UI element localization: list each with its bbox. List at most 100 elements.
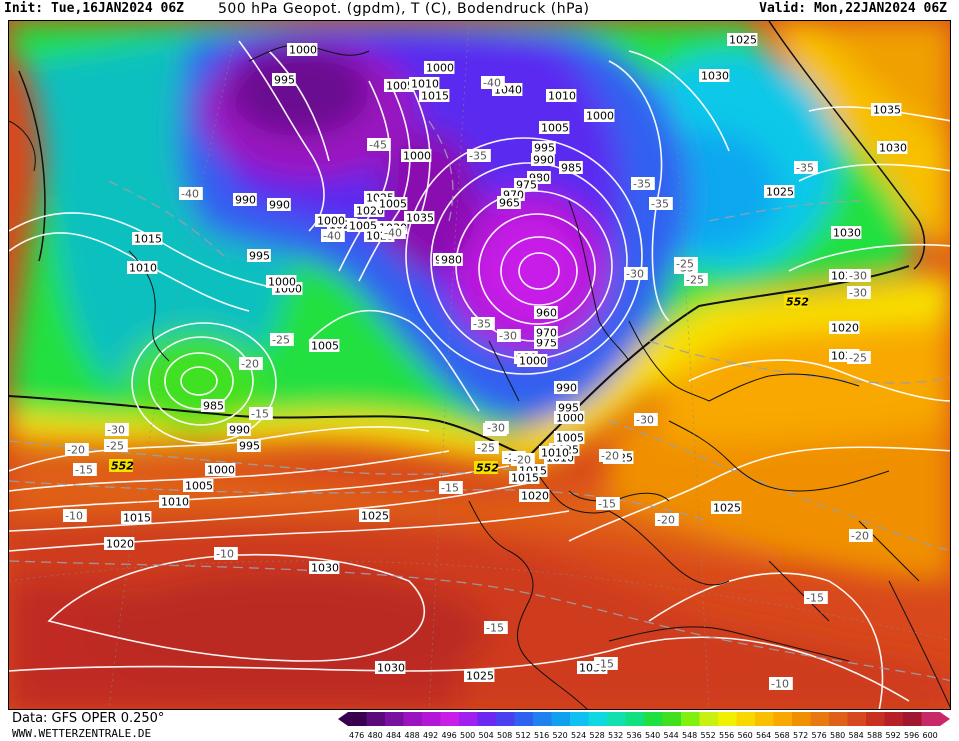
isobar-label: 1000 (207, 464, 235, 477)
isobar-label-bg (439, 253, 463, 266)
legend-swatch (625, 712, 644, 726)
isobar-label: 980 (441, 254, 462, 267)
isotherm-label: -40 (384, 227, 402, 240)
height-label: 552 (476, 462, 499, 475)
isotherm-label-bg (481, 76, 505, 89)
isobar-label-bg (104, 537, 135, 550)
isobar-label-bg (497, 196, 521, 209)
isotherm-label-bg (471, 317, 495, 330)
isotherm-label: -15 (441, 482, 459, 495)
isotherm-label: -25 (676, 258, 694, 271)
isotherm-label: -15 (598, 498, 616, 511)
isotherm-label: -20 (513, 454, 531, 467)
isobar-label: 1010 (161, 496, 189, 509)
isobar-label: 990 (269, 199, 290, 212)
isotherm-label: -10 (771, 678, 789, 691)
isobar-label: 1000 (519, 355, 547, 368)
isotherm-label-bg (849, 529, 873, 542)
isobar-label-bg (272, 73, 296, 86)
isobar-label-bg (404, 211, 435, 224)
isobar-label: 960 (536, 307, 557, 320)
isotherm-label-bg (804, 591, 828, 604)
height-label-bg (474, 461, 498, 474)
isobar-label-bg (554, 381, 578, 394)
isotherm-label-bg (239, 357, 263, 370)
isobar-label: 1010 (129, 262, 157, 275)
legend-swatch (792, 712, 811, 726)
legend-label: 500 (460, 731, 475, 740)
legend-label: 524 (571, 731, 586, 740)
legend-label: 580 (830, 731, 845, 740)
isobar-label: 1025 (766, 186, 794, 199)
map-title: 500 hPa Geopot. (gpdm), T (C), Bodendruc… (218, 1, 590, 17)
legend-swatch (422, 712, 441, 726)
legend-label: 492 (423, 731, 438, 740)
isotherm-label: -30 (849, 287, 867, 300)
legend-swatch (662, 712, 681, 726)
isobar-label: 990 (533, 154, 554, 167)
isobar-label-bg (287, 43, 318, 56)
isotherm-label: -35 (633, 178, 651, 191)
isobar-label: 1010 (411, 78, 439, 91)
legend-label: 484 (386, 731, 401, 740)
isotherm-labels: -40-40-40-45-40-35-35-35-30-35-30-25-30-… (63, 76, 873, 691)
isotherm-label: -20 (657, 514, 675, 527)
isotherm-label: -20 (601, 450, 619, 463)
legend-swatch (866, 712, 885, 726)
legend-swatch (514, 712, 533, 726)
isobar-label-bg (711, 501, 742, 514)
legend-swatch (810, 712, 829, 726)
isotherm-label-bg (484, 621, 508, 634)
isobar-label: 1000 (586, 110, 614, 123)
legend-label: 540 (645, 731, 660, 740)
isobar-label: 1015 (511, 472, 539, 485)
isobar-label: 1015 (123, 512, 151, 525)
isobar-label: 1005 (185, 480, 213, 493)
isobar-label: 985 (203, 400, 224, 413)
isotherm-label-bg (270, 333, 294, 346)
isobar-label-bg (127, 261, 158, 274)
isotherm-label: -15 (251, 408, 269, 421)
height-label: 552 (786, 296, 809, 309)
isobar-label: 995 (239, 440, 260, 453)
isobar-label-bg (132, 232, 163, 245)
legend-swatch (903, 712, 922, 726)
legend-label: 476 (349, 731, 364, 740)
graticule (9, 21, 950, 709)
isobar-label-bg (227, 423, 251, 436)
isotherm-label-bg (599, 449, 623, 462)
isobar-label: 995 (249, 250, 270, 263)
isobar-label-bg (464, 669, 495, 682)
legend-label: 528 (590, 731, 605, 740)
isobar-label-bg (509, 471, 540, 484)
isotherm-label-bg (214, 547, 238, 560)
isotherm-label-bg (649, 197, 673, 210)
isobar-label: 985 (561, 162, 582, 175)
isotherm-label-bg (105, 423, 129, 436)
legend-swatch (496, 712, 515, 726)
legend-swatch (607, 712, 626, 726)
isotherm-label-bg (73, 463, 97, 476)
legend-swatch (755, 712, 774, 726)
isotherm-label: -20 (851, 530, 869, 543)
isobar-label-bg (409, 77, 440, 90)
isobar-label: 1030 (833, 227, 861, 240)
isotherm-label: -30 (626, 268, 644, 281)
legend-label: 488 (405, 731, 420, 740)
isotherm-label: -30 (499, 330, 517, 343)
isotherm-label: -30 (849, 270, 867, 283)
isotherm-label-bg (382, 226, 406, 239)
isobar-label: 995 (274, 74, 295, 87)
isobar-label: 1005 (386, 80, 414, 93)
isobar-label: 1020 (831, 322, 859, 335)
isotherm-label-bg (63, 509, 87, 522)
isobar-label-bg (556, 401, 580, 414)
isobar-label-bg (559, 161, 583, 174)
legend-arrow-right (940, 712, 950, 726)
isotherm-label: -35 (651, 198, 669, 211)
isotherm-label-bg (179, 187, 203, 200)
legend-swatch (477, 712, 496, 726)
isotherm-label-bg (367, 138, 391, 151)
isobar-label-bg (247, 249, 271, 262)
